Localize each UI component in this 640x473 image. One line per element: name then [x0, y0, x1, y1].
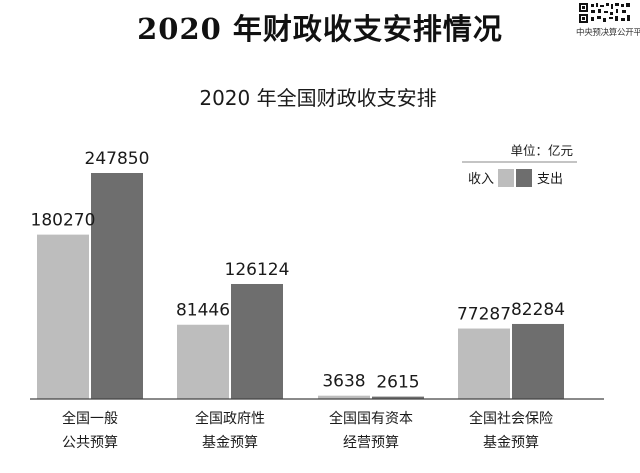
- category-label: 基金预算: [483, 434, 539, 451]
- category-label: 全国社会保险: [469, 410, 553, 427]
- unit-label: 单位：亿元: [510, 143, 573, 158]
- data-label: 3638: [322, 372, 365, 392]
- qr-code-icon: [578, 2, 632, 24]
- bar-expense-4: [512, 323, 564, 399]
- bar-expense-2: [231, 283, 283, 399]
- category-label: 经营预算: [343, 435, 399, 451]
- data-label: 2615: [376, 373, 419, 393]
- data-label: 77287: [457, 305, 511, 325]
- bar-income-1: [37, 234, 89, 399]
- qr-code-block[interactable]: 中央预决算公开平台: [576, 2, 640, 38]
- bars-group: [37, 173, 564, 399]
- category-label: 全国一般: [62, 410, 118, 427]
- category-label: 公共预算: [62, 435, 118, 451]
- legend-label-income: 收入: [468, 172, 494, 187]
- legend: 收入 支出: [468, 169, 563, 187]
- bar-income-4: [458, 328, 510, 399]
- value-labels-group: 180270 247850 81446 126124 3638 2615 77287 8228…: [31, 149, 566, 393]
- category-label: 全国政府性: [195, 410, 265, 427]
- bar-income-3: [318, 395, 370, 399]
- legend-swatch-income: [498, 169, 514, 187]
- legend-label-expense: 支出: [537, 172, 563, 187]
- bar-expense-3: [372, 396, 424, 399]
- category-label: 全国国有资本: [329, 410, 413, 427]
- data-label: 247850: [85, 149, 150, 169]
- main-title: 2020 年财政收支安排情况: [137, 12, 503, 46]
- data-label: 82284: [511, 300, 565, 320]
- bar-income-2: [177, 324, 229, 399]
- category-label: 基金预算: [202, 434, 258, 451]
- chart-title: 2020 年全国财政收支安排: [199, 86, 436, 110]
- qr-caption: 中央预决算公开平台: [576, 28, 640, 38]
- data-label: 126124: [225, 260, 290, 280]
- bar-expense-1: [91, 173, 143, 399]
- data-label: 180270: [31, 211, 96, 231]
- legend-swatch-expense: [516, 169, 532, 187]
- data-label: 81446: [176, 301, 230, 321]
